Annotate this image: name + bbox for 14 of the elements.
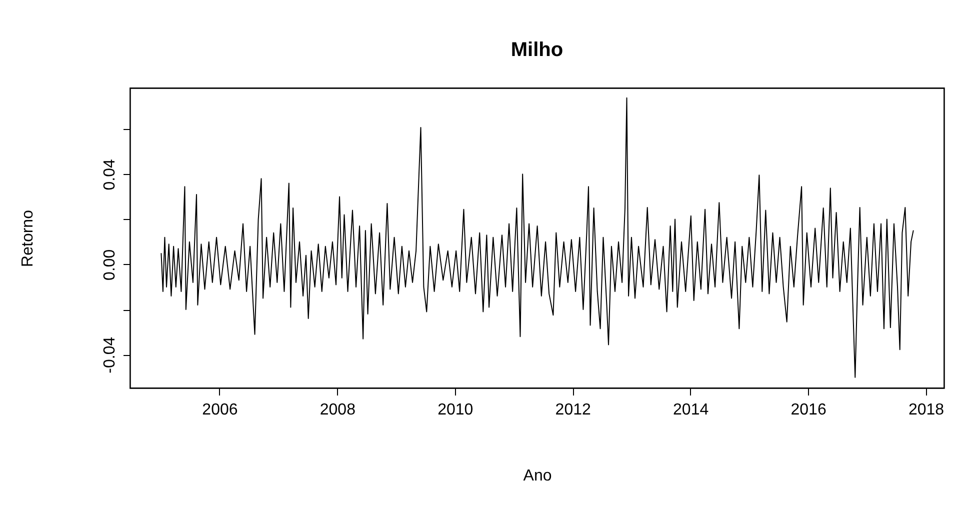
x-tick-label: 2008 [320, 402, 356, 418]
y-tick-label: 0.00 [102, 249, 118, 280]
chart-title: Milho [510, 39, 564, 61]
x-tick-label: 2012 [555, 402, 592, 418]
x-axis-title: Ano [523, 468, 552, 484]
y-axis-title: Retorno [20, 210, 36, 267]
x-tick-label: 2006 [202, 402, 238, 418]
line-series [160, 97, 914, 378]
x-tick-label: 2010 [438, 402, 474, 418]
x-tick-label: 2018 [908, 402, 944, 418]
y-tick-label: 0.04 [102, 158, 118, 190]
x-tick-label: 2014 [673, 402, 709, 418]
x-tick-label: 2016 [790, 402, 826, 418]
y-tick-label: -0.04 [102, 336, 118, 374]
